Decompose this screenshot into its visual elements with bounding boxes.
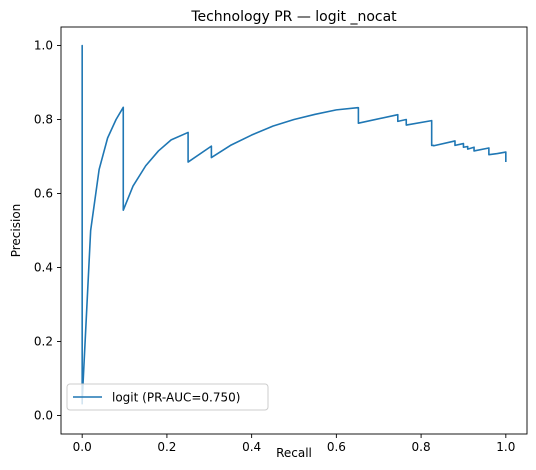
chart-title: Technology PR — logit _nocat bbox=[190, 9, 397, 25]
x-axis-label: Recall bbox=[276, 446, 312, 460]
y-tick-label: 0.2 bbox=[34, 335, 53, 349]
x-tick-label: 0.8 bbox=[412, 440, 431, 454]
y-tick-label: 1.0 bbox=[34, 39, 53, 53]
plot-area bbox=[61, 27, 527, 434]
x-tick-label: 0.6 bbox=[327, 440, 346, 454]
legend: logit (PR-AUC=0.750) bbox=[66, 383, 269, 411]
x-tick-label: 1.0 bbox=[496, 440, 515, 454]
y-tick-label: 0.8 bbox=[34, 113, 53, 127]
y-tick-label: 0.0 bbox=[34, 409, 53, 423]
y-tick-label: 0.6 bbox=[34, 187, 53, 201]
y-tick-label: 0.4 bbox=[34, 261, 53, 275]
legend-box bbox=[66, 383, 269, 411]
plot-frame bbox=[60, 26, 528, 435]
x-tick-label: 0.0 bbox=[73, 440, 92, 454]
y-axis-ticks: 0.0 0.2 0.4 0.6 0.8 1.0 bbox=[34, 39, 61, 423]
x-tick-label: 0.4 bbox=[242, 440, 261, 454]
x-axis-ticks: 0.0 0.2 0.4 0.6 0.8 1.0 bbox=[73, 434, 515, 454]
series-line-0 bbox=[81, 44, 507, 405]
series-layer bbox=[81, 44, 507, 405]
x-tick-label: 0.2 bbox=[157, 440, 176, 454]
legend-label: logit (PR-AUC=0.750) bbox=[112, 391, 240, 405]
y-axis-label: Precision bbox=[9, 204, 23, 258]
